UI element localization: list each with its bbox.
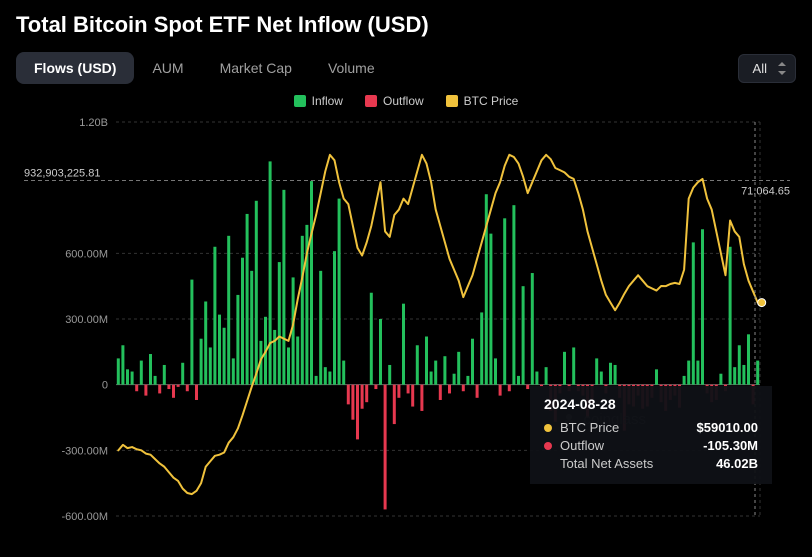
watermark: coinglass — [561, 411, 646, 428]
legend-outflow-label: Outflow — [383, 94, 424, 108]
legend-price[interactable]: BTC Price — [446, 94, 519, 108]
svg-text:300.00M: 300.00M — [65, 314, 108, 326]
legend-inflow[interactable]: Inflow — [294, 94, 343, 108]
tab-aum[interactable]: AUM — [134, 52, 201, 84]
chart-legend: Inflow Outflow BTC Price — [16, 94, 796, 108]
range-dropdown-label: All — [753, 61, 767, 76]
svg-text:600.00M: 600.00M — [65, 248, 108, 260]
page-title: Total Bitcoin Spot ETF Net Inflow (USD) — [16, 12, 796, 38]
watermark-text: coinglass — [583, 411, 646, 428]
svg-text:932,903,225.81: 932,903,225.81 — [24, 167, 100, 179]
legend-outflow-swatch — [365, 95, 377, 107]
chart-svg: 1.20B 600.00M 300.00M 0 -300.00M -600.00M 932,… — [20, 116, 790, 526]
svg-text:-600.00M: -600.00M — [62, 511, 108, 523]
legend-inflow-label: Inflow — [312, 94, 343, 108]
legend-outflow[interactable]: Outflow — [365, 94, 424, 108]
range-dropdown[interactable]: All — [738, 54, 796, 83]
watermark-icon — [561, 412, 577, 428]
tabs-row: Flows (USD)AUMMarket CapVolume All — [16, 52, 796, 84]
svg-text:0: 0 — [102, 380, 108, 392]
svg-text:-300.00M: -300.00M — [62, 445, 108, 457]
tab-volume[interactable]: Volume — [310, 52, 393, 84]
chart[interactable]: 1.20B 600.00M 300.00M 0 -300.00M -600.00M 932,… — [20, 116, 796, 526]
tab-flows-usd-[interactable]: Flows (USD) — [16, 52, 134, 84]
tabs: Flows (USD)AUMMarket CapVolume — [16, 52, 393, 84]
svg-text:71,064.65: 71,064.65 — [741, 185, 790, 197]
legend-inflow-swatch — [294, 95, 306, 107]
svg-text:1.20B: 1.20B — [79, 117, 108, 129]
legend-price-swatch — [446, 95, 458, 107]
legend-price-label: BTC Price — [464, 94, 519, 108]
tab-market-cap[interactable]: Market Cap — [202, 52, 310, 84]
